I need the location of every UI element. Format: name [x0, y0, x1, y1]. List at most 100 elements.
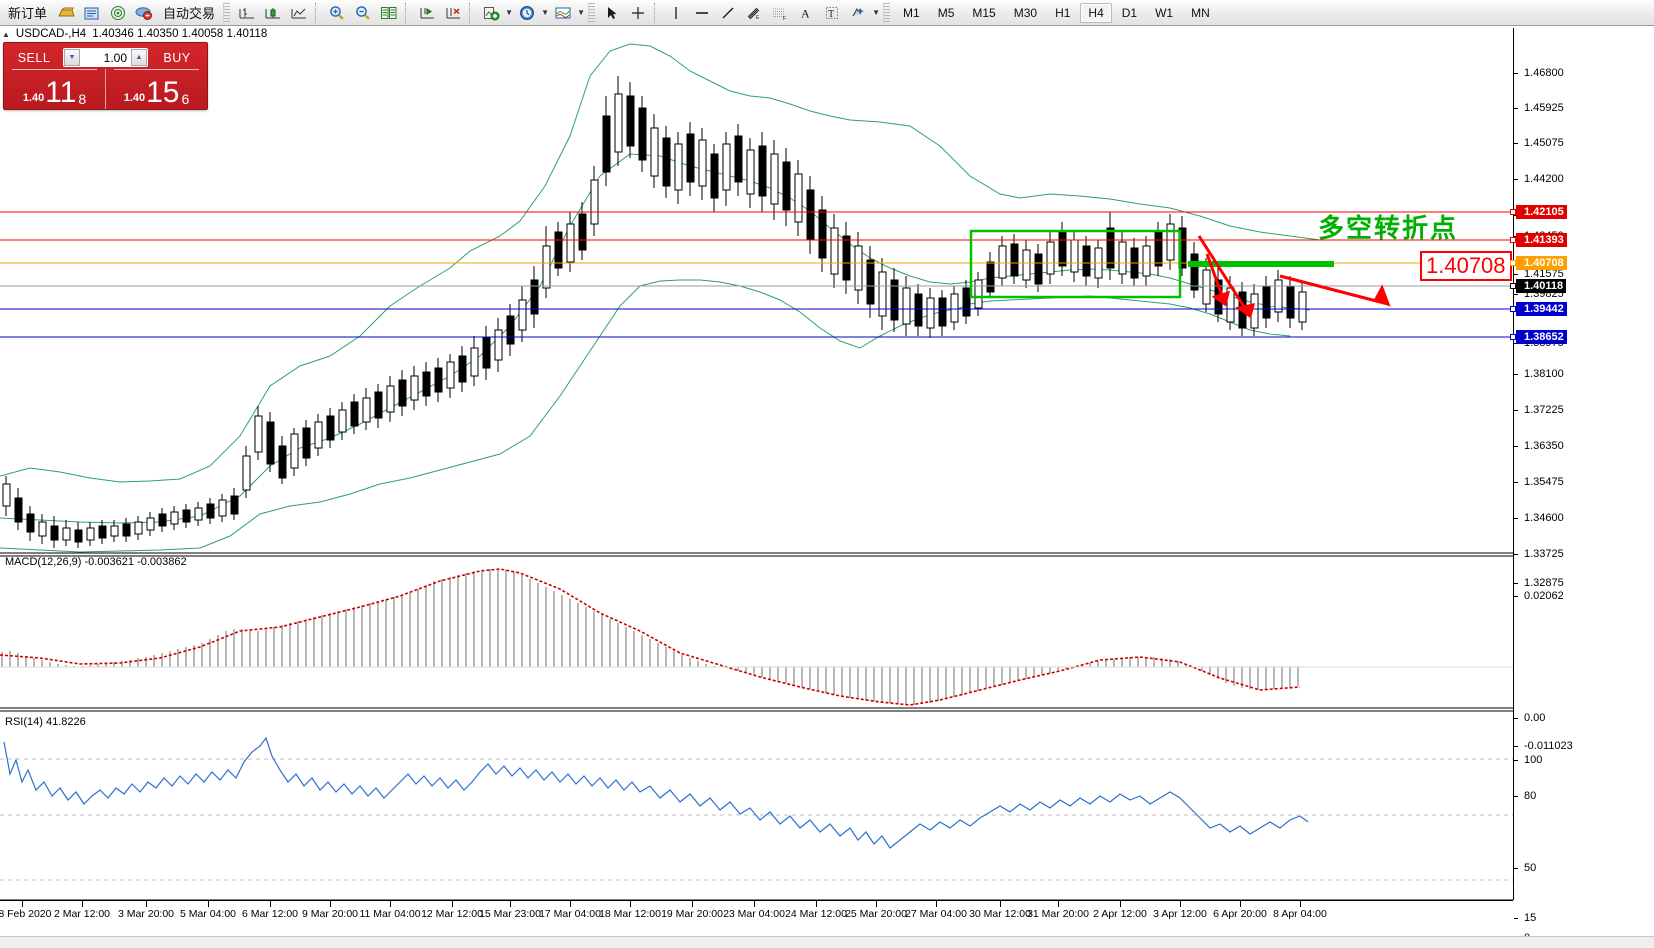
level-handle[interactable] [1510, 334, 1516, 340]
x-tick [876, 901, 877, 907]
collapse-triangle-icon[interactable]: ▲ [2, 29, 10, 39]
buy-label[interactable]: BUY [163, 50, 191, 65]
periods-dropdown-caret[interactable]: ▼ [541, 8, 549, 17]
shapes-dropdown-caret[interactable]: ▼ [872, 8, 880, 17]
indicators-dropdown-caret[interactable]: ▼ [505, 8, 513, 17]
autotrading-button[interactable]: 自动交易 [163, 6, 216, 21]
svg-text:F: F [783, 16, 786, 21]
x-tick-label: 6 Mar 12:00 [241, 908, 299, 920]
zoom-in-icon[interactable] [325, 2, 349, 24]
gold-bar-icon[interactable] [54, 2, 78, 24]
text-icon[interactable]: A [794, 2, 818, 24]
level-handle[interactable] [1510, 209, 1516, 215]
price-level-badge-139442[interactable]: 1.39442 [1510, 302, 1567, 316]
toolbar-grip[interactable] [223, 2, 231, 23]
x-tick [936, 901, 937, 907]
fibonacci-icon[interactable]: F [768, 2, 792, 24]
price-scale-axis[interactable]: 1.468001.459251.450751.442001.433251.424… [1510, 28, 1654, 944]
x-tick-label: 3 Mar 20:00 [117, 908, 175, 920]
price-level-badge-141393[interactable]: 1.41393 [1510, 233, 1567, 247]
line-chart-icon[interactable] [287, 2, 311, 24]
shapes-icon[interactable] [846, 2, 870, 24]
x-tick [630, 901, 631, 907]
symbol-info-bar: ▲ USDCAD-,H4 1.40346 1.40350 1.40058 1.4… [0, 27, 1654, 41]
timeframe-d1[interactable]: D1 [1121, 5, 1138, 20]
x-tick [330, 901, 331, 907]
horizontal-line-icon[interactable] [690, 2, 714, 24]
terminal-icon[interactable] [80, 2, 104, 24]
green-support-bar [1188, 261, 1334, 267]
x-tick [82, 901, 83, 907]
y-tick-000: 0.00 [1514, 712, 1545, 724]
timeframe-h4[interactable]: H4 [1080, 2, 1112, 23]
sell-label[interactable]: SELL [17, 50, 51, 65]
symbol-ohlc: 1.40346 1.40350 1.40058 1.40118 [92, 28, 268, 40]
sell-price-big: 11 [45, 76, 77, 109]
x-tick [208, 901, 209, 907]
cursor-icon[interactable] [600, 2, 624, 24]
autotrading-icon[interactable] [132, 2, 156, 24]
periods-clock-icon[interactable] [515, 2, 539, 24]
level-handle[interactable] [1510, 306, 1516, 312]
y-tick-132875: 1.32875 [1514, 577, 1564, 589]
price-level-badge-140708[interactable]: 1.40708 [1510, 256, 1567, 270]
x-tick [1240, 901, 1241, 907]
y-tick-145075: 1.45075 [1514, 137, 1564, 149]
level-price-label: 1.39442 [1524, 303, 1564, 315]
sell-price-prefix: 1.40 [22, 92, 45, 104]
crosshair-icon[interactable] [626, 2, 650, 24]
y-tick-135475: 1.35475 [1514, 476, 1564, 488]
timeframe-m5[interactable]: M5 [937, 5, 955, 20]
equidistant-channel-icon[interactable]: E [742, 2, 766, 24]
trendline-icon[interactable] [716, 2, 740, 24]
svg-text:E: E [756, 15, 760, 21]
auto-scroll-icon[interactable] [441, 2, 465, 24]
zoom-out-icon[interactable] [351, 2, 375, 24]
timeframe-h1[interactable]: H1 [1055, 5, 1071, 20]
vertical-line-icon[interactable] [664, 2, 688, 24]
price-level-badge-138652[interactable]: 1.38652 [1510, 330, 1567, 344]
bollinger-middle-band [0, 153, 1311, 524]
svg-text:A: A [801, 6, 810, 20]
x-tick [452, 901, 453, 907]
volume-value[interactable]: 1.00 [103, 50, 127, 65]
indicators-icon[interactable] [479, 2, 503, 24]
chart-shift-icon[interactable] [415, 2, 439, 24]
timeframe-mn[interactable]: MN [1191, 5, 1210, 20]
buy-price-fraction: 6 [181, 91, 190, 107]
toolbar-separator [315, 2, 321, 23]
buy-underline [114, 69, 199, 70]
toolbar-grip-2[interactable] [588, 2, 596, 23]
chart-canvas[interactable] [0, 36, 1513, 936]
templates-icon[interactable] [551, 2, 575, 24]
price-level-badge-140118[interactable]: 1.40118 [1510, 279, 1567, 293]
toolbar-grip-3[interactable] [883, 2, 891, 23]
new-order-button[interactable]: 新订单 [8, 6, 48, 21]
y-tick-137225: 1.37225 [1514, 404, 1564, 416]
sell-price-button[interactable]: 1.40 11 8 [4, 69, 105, 109]
volume-decrease-button[interactable]: ▼ [64, 49, 80, 66]
candlestick-chart-icon[interactable] [261, 2, 285, 24]
price-level-badge-142105[interactable]: 1.42105 [1510, 205, 1567, 219]
rsi-line [3, 736, 1309, 849]
buy-price-button[interactable]: 1.40 15 6 [105, 69, 207, 109]
timeframe-m15[interactable]: M15 [972, 5, 996, 20]
tile-windows-icon[interactable] [377, 2, 401, 24]
volume-input[interactable]: ▼ 1.00 ▲ [63, 48, 148, 67]
timeframe-m1[interactable]: M1 [903, 5, 920, 20]
y-tick-15: 15 [1514, 912, 1536, 924]
bar-chart-icon[interactable] [235, 2, 259, 24]
level-handle[interactable] [1510, 237, 1516, 243]
symbol-name: USDCAD-,H4 [15, 28, 87, 40]
timeframe-m30[interactable]: M30 [1013, 5, 1038, 20]
level-handle[interactable] [1510, 260, 1516, 266]
level-handle[interactable] [1510, 283, 1516, 289]
volume-increase-button[interactable]: ▲ [131, 49, 147, 66]
buy-price-prefix: 1.40 [123, 92, 146, 104]
text-label-icon[interactable]: T [820, 2, 844, 24]
timeframe-w1[interactable]: W1 [1155, 5, 1174, 20]
market-watch-icon[interactable] [106, 2, 130, 24]
one-click-trading-panel[interactable]: SELL ▼ 1.00 ▲ BUY 1.40 11 8 1.40 15 6 [3, 42, 208, 110]
templates-dropdown-caret[interactable]: ▼ [577, 8, 585, 17]
x-tick [270, 901, 271, 907]
